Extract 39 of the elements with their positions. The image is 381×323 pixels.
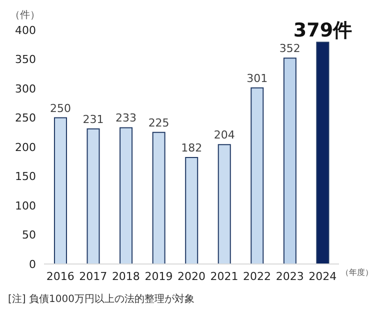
x-tick-label: 2019 <box>144 270 173 283</box>
data-label: 225 <box>148 116 170 130</box>
y-tick-label: 0 <box>29 258 36 271</box>
data-label: 250 <box>50 102 71 115</box>
bar <box>283 58 296 264</box>
bar <box>54 117 67 264</box>
data-label: 204 <box>214 128 235 142</box>
bar <box>250 87 264 264</box>
bar <box>218 144 231 264</box>
y-tick-label: 300 <box>15 82 36 96</box>
x-tick-label: 2022 <box>243 270 272 283</box>
data-label: 352 <box>279 42 300 56</box>
y-tick-label: 400 <box>15 24 36 37</box>
bar <box>316 42 330 264</box>
data-label: 231 <box>82 112 104 126</box>
bar <box>152 132 166 264</box>
x-tick-label: 2018 <box>112 270 140 283</box>
x-tick-label: 2021 <box>210 270 238 283</box>
y-tick-label: 200 <box>15 140 36 154</box>
data-label: 233 <box>116 112 137 125</box>
x-tick-label: 2024 <box>308 270 337 283</box>
bar <box>185 157 198 264</box>
data-label: 379件 <box>293 19 352 42</box>
data-label: 182 <box>181 142 202 155</box>
x-tick-label: 2023 <box>276 270 304 283</box>
y-tick-label: 100 <box>15 199 36 212</box>
y-tick-label: 50 <box>22 228 36 242</box>
bar <box>86 128 100 264</box>
data-label: 301 <box>246 72 268 85</box>
text: [注] 負債1000万円以上の法的整理が対象 <box>8 292 196 306</box>
y-tick-label: 250 <box>15 112 36 125</box>
x-tick-label: 2016 <box>46 270 74 283</box>
x-tick-label: 2020 <box>178 270 206 283</box>
y-tick-label: 350 <box>15 53 36 66</box>
bar <box>120 127 133 264</box>
x-axis-title: （年度） <box>341 267 373 278</box>
x-tick-label: 2017 <box>79 270 108 283</box>
y-tick-label: 150 <box>15 170 36 184</box>
y-axis-title: （件） <box>10 9 40 22</box>
